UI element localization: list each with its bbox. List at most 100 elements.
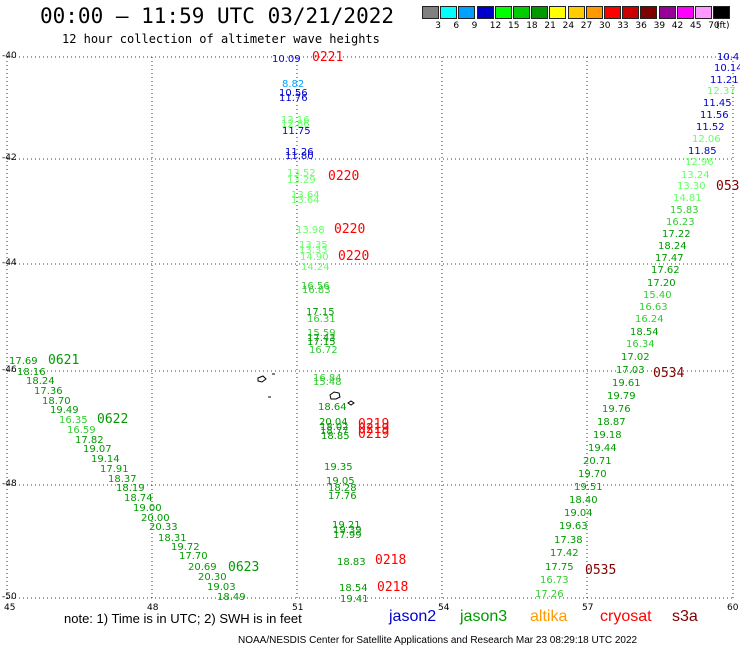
swh-reading: 11.52 (696, 122, 725, 133)
legend-swatch (458, 6, 476, 19)
pass-time-tag: 0220 (334, 222, 366, 237)
island-outlines (257, 373, 355, 406)
swh-reading: 16.73 (540, 575, 569, 586)
legend-label: 18 (526, 21, 538, 31)
swh-reading: 11.26 (285, 147, 314, 158)
swh-reading: 19.41 (340, 594, 369, 605)
swh-reading: 19.49 (50, 405, 79, 416)
swh-reading: 11.21 (710, 75, 739, 86)
swh-reading: 20.04 (319, 417, 348, 428)
swh-reading: 13.52 (287, 168, 316, 179)
swh-reading: 15.83 (670, 205, 699, 216)
swh-reading: 18.64 (318, 402, 347, 413)
sat-jason2: jason2 (389, 608, 437, 625)
swh-reading: 20.30 (198, 572, 227, 583)
swh-reading: 17.43 (307, 333, 336, 344)
swh-reading: 19.51 (574, 482, 603, 493)
pass-time-tag: 0219 (358, 417, 390, 432)
swh-reading: 20.69 (188, 562, 217, 573)
legend-swatch (549, 6, 567, 19)
swh-reading: 19.76 (602, 404, 631, 415)
swh-reading: 20.71 (583, 456, 612, 467)
swh-reading: 16.35 (59, 415, 88, 426)
legend-label: 6 (453, 21, 460, 31)
lat-label: -46 (2, 365, 17, 375)
pass-time-tag: 0621 (48, 353, 80, 368)
swh-reading: 10.14 (714, 63, 740, 74)
legend-swatch (494, 6, 512, 19)
swh-reading: 18.40 (569, 495, 598, 506)
legend-swatch (440, 6, 458, 19)
lon-label: 48 (147, 603, 159, 613)
swh-reading: 18.87 (597, 417, 626, 428)
legend-label: 33 (617, 21, 629, 31)
swh-reading: 19.63 (559, 521, 588, 532)
swh-reading: 19.21 (332, 520, 361, 531)
swh-reading: 18.37 (108, 474, 137, 485)
swh-reading: 18.85 (321, 431, 350, 442)
swh-reading: 17.15 (306, 307, 335, 318)
pass-time-tag: 0218 (375, 553, 407, 568)
pass-time-tag: 0623 (228, 560, 260, 575)
legend-swatch (713, 6, 731, 19)
swh-reading: 20.00 (141, 513, 170, 524)
swh-reading: 19.18 (593, 430, 622, 441)
swh-reading: 19.70 (578, 469, 607, 480)
swh-reading: 11.76 (279, 93, 308, 104)
swh-reading: 10.56 (279, 88, 308, 99)
swh-reading: 19.39 (333, 525, 362, 536)
island-shape (329, 391, 341, 400)
swh-reading: 17.91 (100, 464, 129, 475)
swh-reading: 19.35 (324, 462, 353, 473)
legend-label: 27 (580, 21, 593, 31)
swh-reading: 8.82 (282, 79, 305, 90)
legend-swatch (567, 6, 585, 19)
swh-reading: 11.80 (285, 151, 314, 162)
legend-label: 9 (471, 21, 478, 31)
lon-label: 54 (438, 603, 450, 613)
swh-reading: 17.70 (179, 551, 208, 562)
lat-label: -48 (2, 479, 17, 489)
swh-reading: 16.84 (313, 373, 342, 384)
legend-swatch (676, 6, 694, 19)
island-shape (347, 400, 355, 406)
swh-reading: 19.03 (207, 582, 236, 593)
swh-reading: 12.37 (707, 86, 736, 97)
map-subtitle: 12 hour collection of altimeter wave hei… (62, 32, 380, 46)
sat-altika: altika (530, 608, 568, 625)
swh-reading: 17.99 (333, 530, 362, 541)
swh-reading: 11.45 (703, 98, 732, 109)
legend-label: 36 (635, 21, 647, 31)
legend-swatch (622, 6, 640, 19)
island-shape (257, 375, 267, 383)
swh-reading: 10.09 (272, 54, 301, 65)
swh-reading: 14.24 (301, 262, 330, 273)
pass-time-tag: 0221 (312, 50, 344, 65)
map-title: 00:00 – 11:59 UTC 03/21/2022 (40, 4, 395, 28)
swh-reading: 10.4 (717, 52, 740, 63)
swh-reading: 17.22 (662, 229, 691, 240)
swh-reading: 16.59 (67, 425, 96, 436)
swh-reading: 18.24 (26, 376, 55, 387)
swh-reading: 15.40 (643, 290, 672, 301)
swh-reading: 18.24 (658, 241, 687, 252)
legend-swatch (422, 6, 439, 19)
legend-label: 39 (653, 21, 666, 31)
swh-reading: 17.03 (616, 365, 645, 376)
legend-label: 15 (508, 21, 520, 31)
swh-reading: 17.26 (535, 589, 564, 600)
swh-reading: 17.20 (647, 278, 676, 289)
swh-reading: 17.82 (75, 435, 104, 446)
pass-time-tag: 0534 (653, 366, 685, 381)
swh-reading: 20.33 (149, 522, 178, 533)
swh-reading: 19.44 (588, 443, 617, 454)
swh-reading: 17.38 (554, 535, 583, 546)
swh-reading: 16.83 (302, 285, 331, 296)
sat-cryosat: cryosat (600, 608, 652, 625)
swh-reading: 13.35 (299, 240, 328, 251)
lat-label: -44 (2, 258, 17, 268)
swh-reading: 12.86 (281, 119, 310, 130)
legend-label: 21 (544, 21, 556, 31)
swh-reading: 18.74 (124, 493, 153, 504)
swh-reading: 18.16 (17, 367, 46, 378)
